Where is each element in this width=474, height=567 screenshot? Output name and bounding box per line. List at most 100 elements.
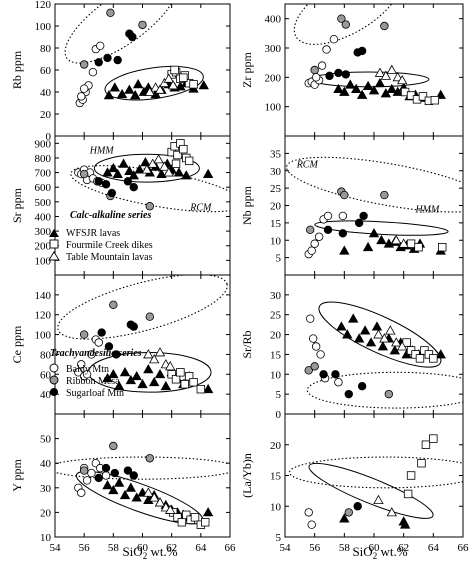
panel-la-yb-n: 54 56 58 60 62 64 66 5 10 15 20 (La/Yb)n [240,413,470,554]
y-tick-label: 800 [35,153,52,165]
field-ellipse-solid [93,153,200,183]
x-axis-title-left-main: SiO [122,544,142,559]
y-tick-label: 100 [35,21,52,33]
data-point [123,466,133,475]
data-point [196,384,206,394]
x-tick-label: 66 [458,542,470,554]
y-tick-label: 80 [40,349,52,361]
y-tick-label: 100 [35,255,52,267]
data-point [184,156,194,166]
data-point [94,338,103,347]
field-annotation: HMM [414,204,440,215]
x-tick-label: 56 [309,542,321,554]
data-point [82,370,92,379]
data-point [159,161,170,171]
data-point [130,89,141,100]
series-table-mountain-lavas [141,154,174,177]
x-tick-label: 54 [280,542,292,554]
y-tick-label: 5 [276,389,282,401]
data-point [110,468,119,478]
data-point [438,242,447,252]
data-point [339,513,350,523]
data-point [88,67,98,77]
y-tick-label: 35 [270,148,282,160]
y-tick-label: 20 [270,330,282,342]
data-point [345,79,356,89]
data-point [170,65,179,75]
data-point [79,169,89,179]
data-point [311,73,321,82]
data-point [338,229,348,238]
y-tick-label: 15 [270,218,282,230]
legend-trachyandesitic: Trachyandesitic series Baldy Mtn Ribbon … [49,348,142,399]
legend-calc-item-2: Table Mountain lavas [66,252,153,263]
series-fourmile-creek-dikes [403,434,438,499]
data-point [182,510,191,520]
series-table-mountain-lavas [373,325,408,351]
data-point [398,238,409,248]
legend-calc-title: Calc-alkaline series [70,210,151,221]
y-tick-label: 200 [35,241,52,253]
y-tick-label: 25 [270,183,282,195]
y-tick-label: 400 [35,211,52,223]
field-ellipse-solid [318,301,442,368]
data-point [165,361,176,371]
data-point [79,466,89,475]
data-point [154,368,166,379]
y-tick-label: 10 [270,235,282,247]
data-point [307,520,316,529]
series-baldy-mtn [304,35,339,89]
legend-tra-item-1: Ribbon Mesa [66,376,120,387]
x-tick-label: 64 [428,542,440,554]
circle-open-icon [49,363,59,373]
y-tick-label: 60 [40,65,52,77]
data-point [77,92,86,101]
y-tick-label: 15 [270,471,282,483]
plot-area [288,434,463,529]
data-point [118,158,129,168]
data-point [154,347,166,357]
data-point [106,8,115,17]
data-point [124,165,135,176]
data-point [119,489,131,500]
series-fourmile-creek-dikes [167,368,206,394]
data-point [406,471,416,480]
data-point [380,70,392,80]
panel-y-ppm: 54 56 58 60 62 64 66 10 20 30 40 50 Y ppm [10,413,236,554]
data-point [145,454,154,463]
data-point [357,46,367,56]
data-point [101,463,111,473]
data-point [134,164,145,174]
data-point [153,154,164,164]
data-point [154,84,166,94]
y-axis-label: Sr/Rb [240,330,254,358]
triangle-filled-icon [49,229,59,237]
series-table-mountain-lavas [143,347,176,371]
x-tick-label: 60 [369,542,381,554]
data-point [171,375,181,384]
data-point [392,72,403,82]
data-point [143,349,154,359]
data-point [94,58,103,67]
x-axis-title-right-unit: wt.% [377,544,408,559]
legend-calc-item-1: Fourmile Creek dikes [66,240,153,251]
data-point [129,322,138,331]
y-tick-label: 30 [40,483,52,495]
data-point [148,376,160,387]
data-point [167,370,176,379]
data-point [323,225,333,235]
data-point [101,180,111,189]
data-point [184,372,194,381]
field-annotation: HMM [89,146,115,157]
data-point [348,313,359,323]
field-ellipse-solid [104,65,204,101]
data-point [102,480,113,490]
data-point [386,83,397,93]
data-point [198,80,209,90]
y-tick-label: 900 [35,138,52,150]
data-point [103,89,115,100]
data-point [333,83,344,93]
data-point [101,471,111,480]
data-point [87,468,96,478]
data-point [362,241,374,252]
